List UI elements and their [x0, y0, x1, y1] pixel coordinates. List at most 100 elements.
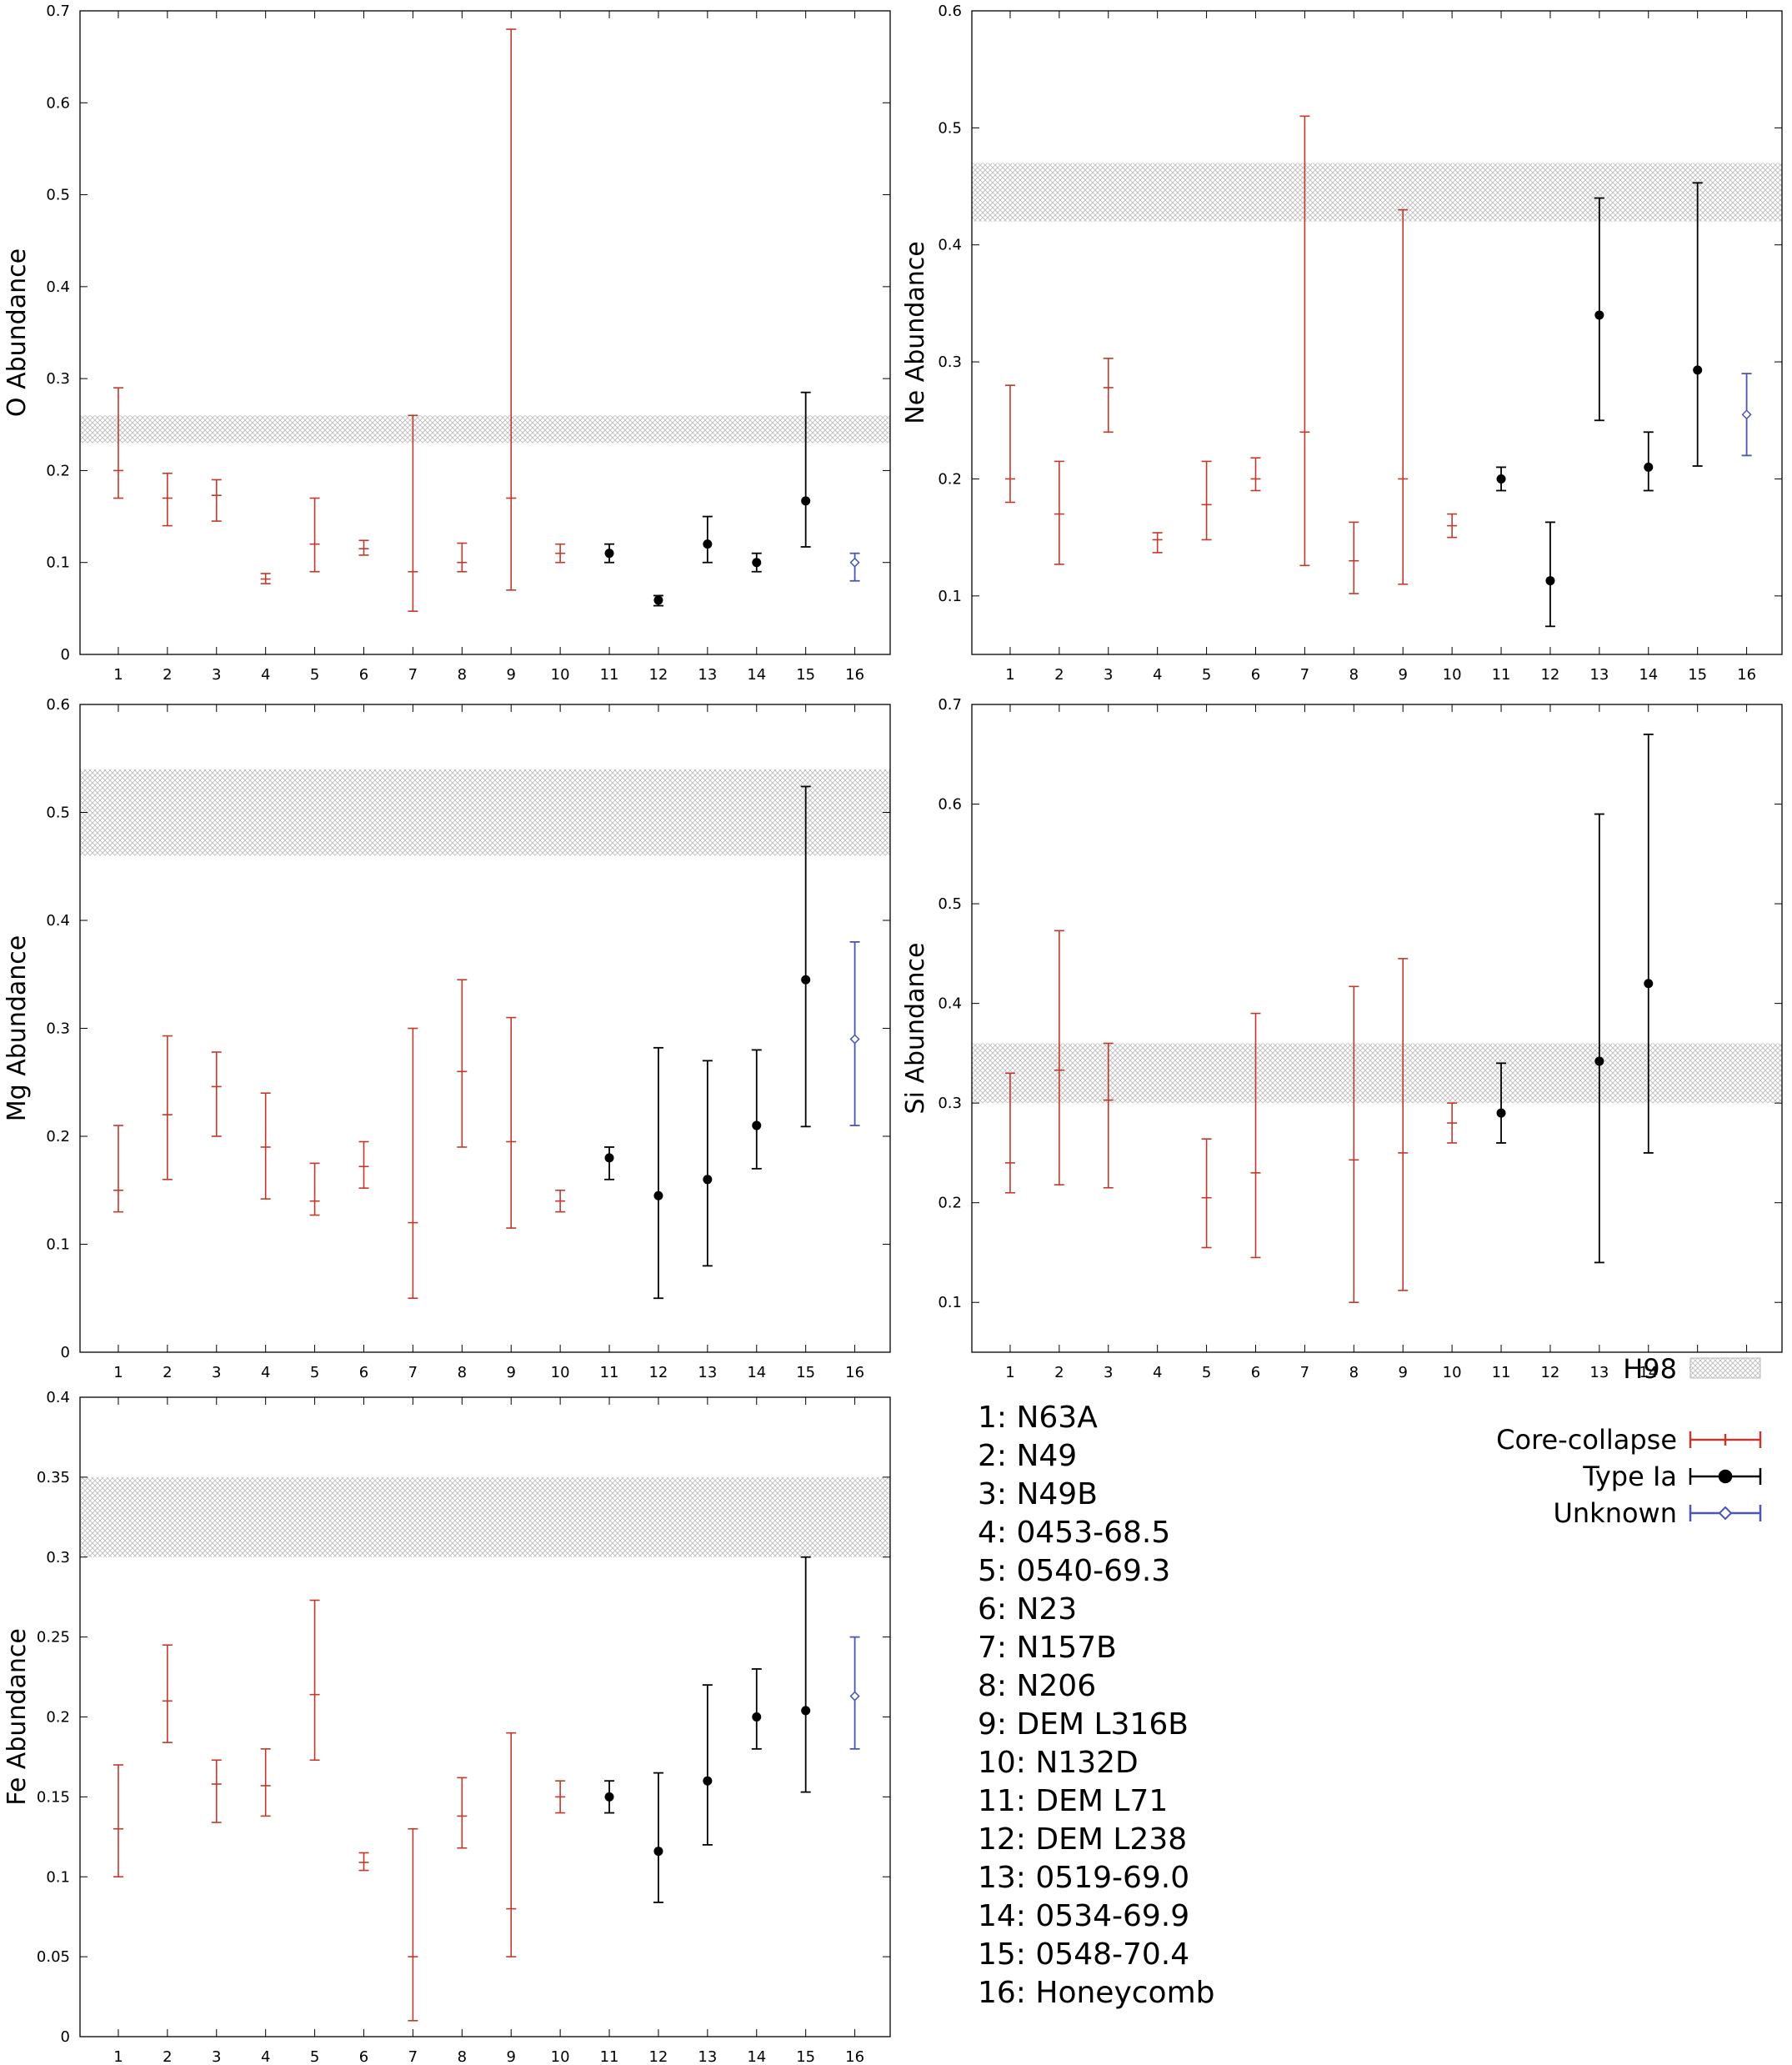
data-point-ne — [1544, 521, 1555, 628]
value-marker — [1496, 1108, 1506, 1118]
xtick-label-o: 16 — [845, 666, 864, 684]
plot-frame-o — [79, 10, 891, 655]
panel-mg: 00.10.20.30.40.50.61 2 3 4 5 6 7 8 9 10 11 12 13 14 15… — [3, 696, 891, 1381]
data-point-fe — [653, 1772, 663, 1903]
value-marker — [604, 549, 614, 559]
xtick-label-mg: 13 — [698, 1364, 717, 1381]
ytick-label-ne: 0.6 — [938, 3, 962, 20]
xtick-label-o: 10 — [551, 666, 570, 684]
data-point-mg — [113, 1125, 123, 1213]
data-point-si — [1004, 1072, 1015, 1194]
remnant-label-10: 10: N132D — [978, 1746, 1139, 1780]
data-point-fe — [309, 1599, 320, 1762]
xtick-label-ne: 16 — [1737, 666, 1756, 684]
xtick-label-ne: 6 — [1251, 666, 1260, 684]
legend-swatch-core-collapse — [1689, 1431, 1762, 1448]
data-point-o — [113, 387, 123, 499]
remnant-label-13: 13: 0519-69.0 — [978, 1861, 1189, 1895]
h98-band-fe — [80, 1476, 890, 1557]
h98-band-ne — [972, 163, 1782, 222]
xtick-label-si: 12 — [1540, 1364, 1559, 1381]
data-point-fe — [604, 1780, 615, 1814]
data-point-ne — [1004, 384, 1015, 504]
ytick-label-mg: 0.1 — [46, 1236, 70, 1254]
xtick-label-fe: 12 — [648, 2048, 668, 2065]
data-point-fe — [702, 1684, 713, 1846]
data-point-fe — [800, 1556, 811, 1793]
xtick-label-mg: 15 — [796, 1364, 815, 1381]
xtick-label-ne: 4 — [1153, 666, 1162, 684]
xtick-label-si: 14 — [1639, 1364, 1658, 1381]
xtick-label-mg: 4 — [261, 1364, 270, 1381]
xtick-label-fe: 7 — [408, 2048, 418, 2065]
data-point-mg — [751, 1049, 762, 1170]
data-point-fe — [849, 1636, 860, 1750]
remnant-label-12: 12: DEM L238 — [978, 1822, 1187, 1857]
data-point-mg — [309, 1162, 320, 1216]
legend-swatch-h98 — [1689, 1357, 1761, 1379]
xtick-label-fe: 10 — [551, 2048, 570, 2065]
legend-swatch-type-ia — [1689, 1468, 1762, 1485]
h98-band-si — [972, 1043, 1782, 1104]
ytick-label-mg: 0.5 — [46, 804, 70, 822]
xtick-label-o: 5 — [310, 666, 319, 684]
remnant-label-6: 6: N23 — [978, 1592, 1077, 1626]
xtick-label-fe: 5 — [310, 2048, 319, 2065]
value-marker — [1693, 365, 1703, 375]
ytick-label-fe: 0.35 — [37, 1469, 70, 1486]
ytick-label-si: 0.4 — [938, 995, 962, 1013]
ytick-label-fe: 0 — [61, 2028, 70, 2046]
ytick-label-mg: 0.3 — [46, 1020, 70, 1038]
xtick-label-mg: 6 — [359, 1364, 368, 1381]
remnant-label-2: 2: N49 — [978, 1439, 1077, 1473]
data-point-o — [162, 472, 173, 527]
remnant-label-16: 16: Honeycomb — [978, 1976, 1214, 2010]
xtick-label-o: 3 — [212, 666, 221, 684]
data-point-ne — [1054, 460, 1064, 565]
xtick-label-ne: 14 — [1639, 666, 1658, 684]
xtick-label-si: 5 — [1202, 1364, 1211, 1381]
ytick-label-mg: 0.4 — [46, 912, 70, 930]
plot-frame-ne — [971, 10, 1783, 655]
value-marker — [653, 595, 663, 605]
xtick-label-fe: 8 — [458, 2048, 467, 2065]
data-point-si — [1398, 958, 1409, 1291]
xtick-label-fe: 14 — [747, 2048, 766, 2065]
xtick-label-si: 2 — [1054, 1364, 1064, 1381]
remnant-key-list: 1: N63A 2: N49 3: N49B 4: 0453-68.5 5: 0… — [978, 1401, 1214, 2010]
value-marker — [752, 1120, 762, 1130]
xtick-label-o: 1 — [113, 666, 123, 684]
value-marker — [1496, 474, 1506, 484]
ylabel-mg: Mg Abundance — [3, 935, 32, 1121]
ytick-label-fe: 0.05 — [37, 1948, 70, 1966]
data-point-fe — [162, 1644, 173, 1743]
data-point-o — [604, 543, 615, 564]
data-point-ne — [1692, 182, 1703, 467]
ytick-label-fe: 0.4 — [46, 1389, 70, 1406]
remnant-label-5: 5: 0540-69.3 — [978, 1554, 1170, 1588]
data-point-fe — [113, 1764, 123, 1878]
value-marker — [604, 1792, 614, 1802]
ytick-label-o: 0.7 — [46, 3, 70, 20]
value-marker — [1545, 576, 1555, 586]
xtick-label-o: 14 — [747, 666, 766, 684]
xtick-label-o: 6 — [359, 666, 368, 684]
data-point-ne — [1741, 373, 1752, 457]
xtick-label-ne: 3 — [1104, 666, 1113, 684]
data-point-mg — [800, 785, 811, 1128]
xtick-label-fe: 4 — [261, 2048, 270, 2065]
xtick-label-ne: 2 — [1054, 666, 1064, 684]
value-marker — [604, 1153, 614, 1163]
xtick-label-o: 13 — [698, 666, 717, 684]
ylabel-si: Si Abundance — [901, 943, 930, 1115]
data-point-mg — [358, 1140, 369, 1189]
data-point-fe — [260, 1748, 271, 1817]
xtick-label-ne: 7 — [1300, 666, 1309, 684]
remnant-label-14: 14: 0534-69.9 — [978, 1899, 1189, 1933]
remnant-label-9: 9: DEM L316B — [978, 1707, 1189, 1742]
h98-band-o — [80, 415, 890, 444]
data-point-fe — [506, 1732, 517, 1957]
data-point-ne — [1103, 358, 1114, 434]
panel-si: 0.10.20.30.40.50.60.71 2 3 4 5 6 7 8 9 10 11 12 13 14… — [901, 696, 1783, 1381]
remnant-label-8: 8: N206 — [978, 1669, 1096, 1703]
